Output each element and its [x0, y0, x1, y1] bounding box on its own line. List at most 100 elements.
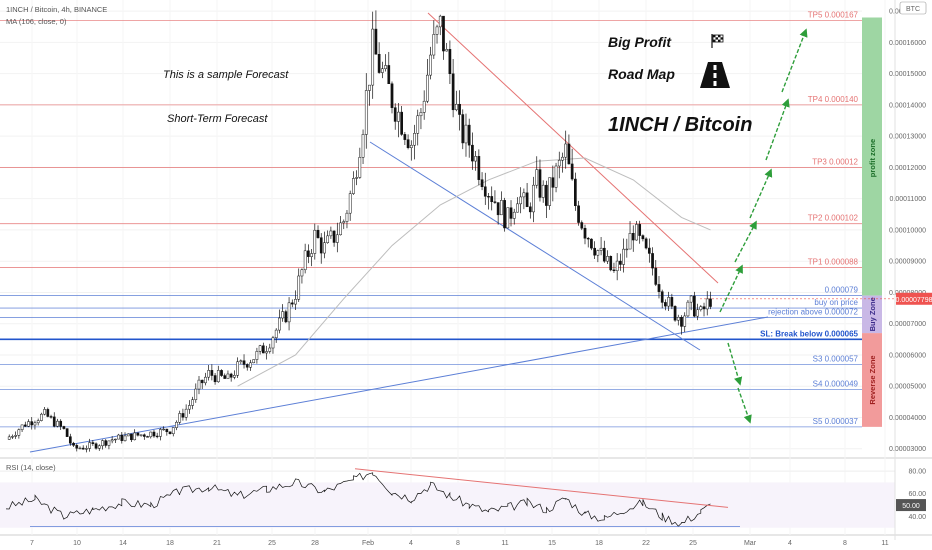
candle-body: [332, 230, 336, 243]
candles: [7, 10, 712, 453]
price-tick-label: 0.00005000: [889, 384, 926, 391]
short-term-forecast-text: Short-Term Forecast: [167, 113, 268, 125]
candle-body: [426, 74, 429, 102]
candle-body: [557, 159, 561, 167]
time-axis[interactable]: 7 10 14 18 21 25 28 Feb 4 8 11 15 18 22 25 Mar 4 8 11: [30, 540, 889, 547]
candle-body: [226, 373, 230, 379]
level-label: S4 0.000049: [813, 379, 859, 388]
candle-body: [635, 224, 638, 241]
candle-body: [705, 298, 709, 310]
time-tick-label: 4: [409, 540, 413, 547]
candle-body: [670, 297, 674, 307]
candle-body: [297, 275, 301, 300]
time-tick-label: 15: [548, 540, 556, 547]
candle-body: [326, 235, 330, 243]
long-support-line: [29, 316, 769, 453]
price-tick-label: 0.00015000: [889, 71, 926, 78]
candle-body: [561, 156, 564, 161]
price-tick-label: 0.00004000: [889, 415, 926, 422]
candle-body: [490, 196, 494, 202]
candle-body: [631, 233, 635, 241]
candle-body: [104, 440, 108, 446]
candle-body: [590, 238, 593, 249]
price-levels: TP5 0.000167 TP4 0.000140 TP3 0.00012 TP2 0…: [0, 11, 896, 428]
candle-body: [171, 427, 175, 434]
candle-body: [319, 237, 323, 254]
candle-body: [136, 432, 140, 436]
level-label: 0.000079: [825, 286, 859, 295]
candle-body: [461, 114, 465, 144]
candle-body: [117, 434, 120, 440]
candle-body: [567, 143, 571, 165]
candle-body: [348, 193, 352, 214]
resistance-trendline: [427, 12, 719, 284]
current-price-badge: [896, 292, 932, 305]
level-label: TP4 0.000140: [808, 95, 859, 104]
candle-body: [699, 306, 703, 310]
candle-body: [625, 248, 629, 251]
candle-body: [258, 345, 262, 352]
profit-zone: [862, 17, 882, 296]
candle-body: [88, 442, 91, 449]
candle-body: [162, 428, 165, 431]
candle-body: [27, 421, 30, 427]
current-price-label: 0.00007798: [896, 297, 932, 304]
forecast-arrow: [737, 387, 752, 424]
level-label: buy on price: [814, 298, 858, 307]
candle-body: [680, 316, 683, 327]
candle-body: [345, 212, 349, 222]
candle-body: [40, 413, 43, 421]
candle-body: [583, 227, 587, 239]
candle-body: [609, 256, 613, 271]
time-tick-label: Mar: [744, 540, 757, 547]
candle-body: [355, 177, 358, 179]
candle-body: [62, 426, 66, 429]
candle-body: [522, 192, 526, 198]
candle-body: [641, 235, 645, 240]
candle-body: [339, 222, 342, 236]
candle-body: [512, 211, 516, 219]
reverse-zone-label: Reverse Zone: [868, 355, 877, 404]
currency-badge[interactable]: BTC: [899, 1, 927, 15]
level-label: rejection above 0.000072: [768, 307, 858, 316]
candle-body: [361, 134, 365, 158]
price-tick-label: 0.00012000: [889, 165, 926, 172]
candle-body: [664, 302, 667, 307]
candle-body: [483, 186, 487, 197]
candle-body: [220, 370, 223, 376]
candle-body: [142, 434, 146, 437]
candle-body: [657, 284, 661, 292]
candle-body: [615, 260, 619, 272]
forecast-arrow: [765, 98, 790, 161]
candle-body: [368, 84, 371, 91]
candle-body: [216, 370, 220, 383]
time-tick-label: 22: [642, 540, 650, 547]
candle-body: [667, 297, 670, 307]
candle-body: [233, 375, 236, 378]
candle-body: [329, 230, 333, 237]
candle-body: [36, 420, 40, 424]
candle-body: [204, 376, 207, 384]
rsi-trendline: [354, 468, 729, 508]
candle-body: [644, 238, 648, 249]
candle-body: [242, 360, 246, 365]
big-profit-text: Big Profit: [608, 34, 672, 50]
zones: profit zone Buy Zone Reverse Zone: [862, 17, 882, 427]
candle-body: [294, 299, 297, 305]
candle-body: [647, 247, 651, 254]
candle-body: [130, 433, 133, 441]
candle-body: [30, 421, 34, 426]
candle-body: [65, 428, 69, 437]
time-tick-label: 7: [30, 540, 34, 547]
candle-body: [419, 112, 423, 117]
candle-body: [438, 15, 442, 28]
time-tick-label: 21: [213, 540, 221, 547]
price-tick-label: 0.00007000: [889, 321, 926, 328]
candle-body: [480, 179, 484, 188]
sample-forecast-text: This is a sample Forecast: [163, 69, 289, 81]
candle-body: [384, 65, 387, 69]
time-tick-label: 4: [788, 540, 792, 547]
time-tick-label: Feb: [362, 540, 374, 547]
candle-body: [673, 306, 677, 321]
checkered-flag-icon: [711, 34, 724, 48]
